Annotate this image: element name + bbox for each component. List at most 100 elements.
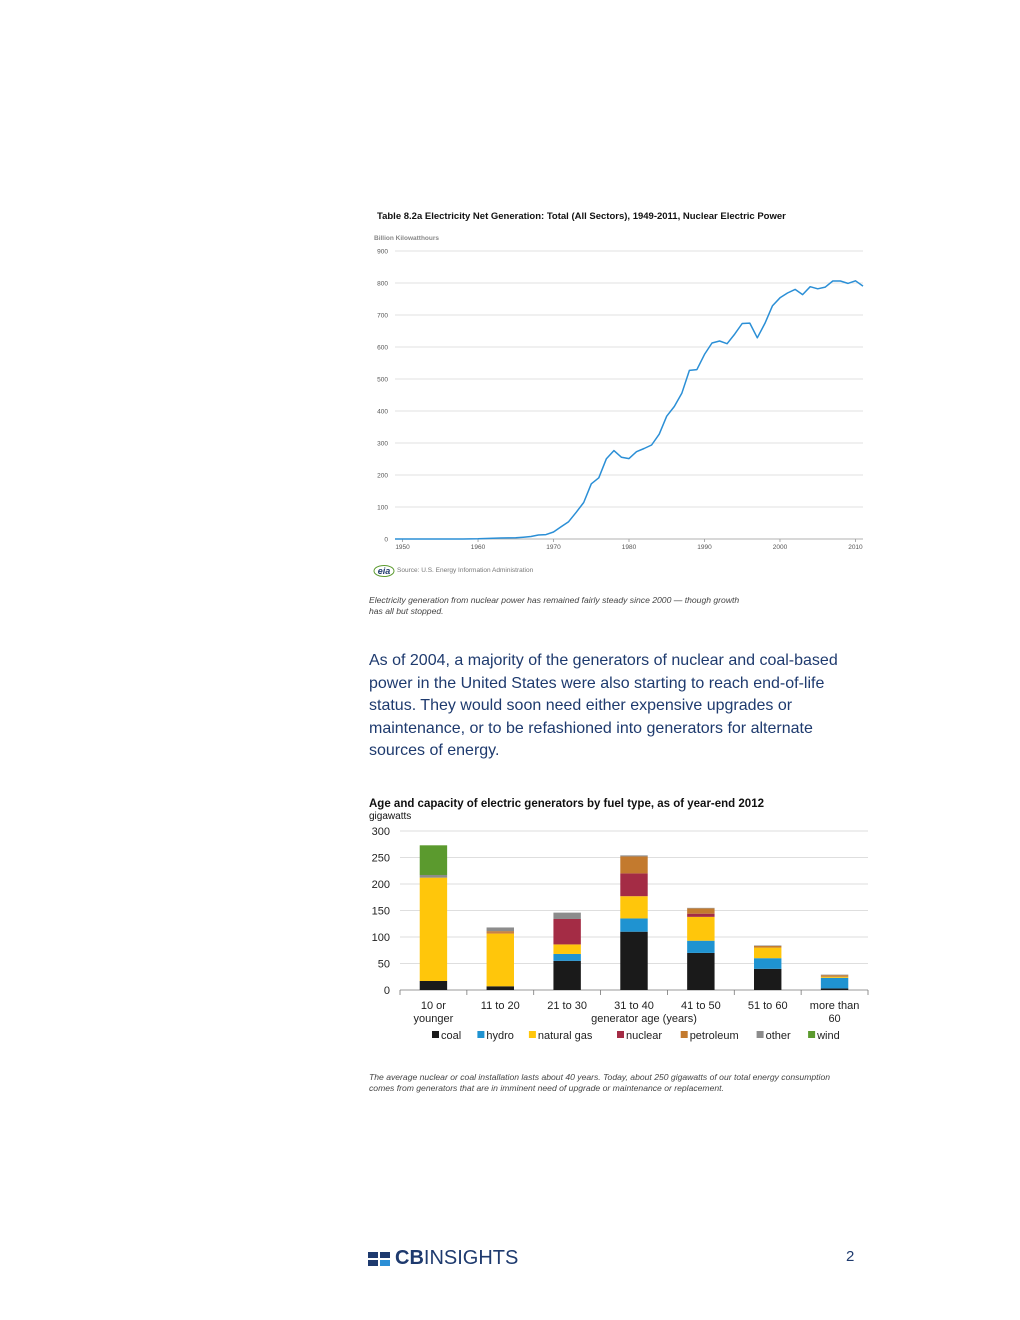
- chart2-caption: The average nuclear or coal installation…: [369, 1072, 831, 1093]
- bar-segment-nuclear: [687, 913, 715, 917]
- chart2-x-tick-label: 10 or: [421, 1000, 446, 1012]
- bar-segment-petroleum: [687, 908, 715, 914]
- nuclear-generation-line-chart: 0 100 200 300 400 500 600 700 800 900 1950 1960 1970…: [377, 249, 864, 551]
- chart1-y-tick-label: 100: [377, 505, 388, 512]
- chart2-x-tick-label: 21 to 30: [547, 1000, 587, 1012]
- legend-label-petroleum: petroleum: [690, 1030, 739, 1042]
- chart1-y-axis-label: Billion Kilowatthours: [374, 235, 439, 242]
- chart2-y-axis-label: gigawatts: [369, 811, 412, 822]
- legend-swatch-nuclear: [617, 1031, 624, 1038]
- chart2-y-tick-label: 0: [384, 985, 390, 997]
- chart2-y-tick-label: 250: [372, 853, 390, 865]
- bar-segment-natural-gas: [754, 947, 782, 959]
- bar-segment-hydro: [687, 940, 715, 953]
- bar-segment-coal: [419, 980, 448, 990]
- legend-label-nuclear: nuclear: [626, 1030, 662, 1042]
- chart1-x-tick-label: 2010: [848, 544, 863, 551]
- chart2-x-tick-label: younger: [414, 1013, 454, 1025]
- bar-segment-hydro: [553, 953, 581, 961]
- chart2-y-tick-label: 150: [372, 906, 390, 918]
- chart1-x-tick-label: 1990: [697, 544, 712, 551]
- legend-label-coal: coal: [441, 1030, 461, 1042]
- chart2-y-tick-label: 50: [378, 959, 390, 971]
- bar-segment-hydro: [820, 977, 849, 989]
- chart1-x-tick-label: 1970: [546, 544, 561, 551]
- chart2-x-tick-label: 31 to 40: [614, 1000, 654, 1012]
- bar-segment-natural-gas: [620, 896, 648, 919]
- bar-segment-other: [553, 912, 581, 919]
- bar-segment-coal: [687, 952, 715, 990]
- chart1-y-tick-label: 900: [377, 249, 388, 256]
- chart1-title: Table 8.2a Electricity Net Generation: T…: [377, 211, 786, 222]
- bar-segment-hydro: [754, 958, 782, 969]
- logo-cb-text: CB: [395, 1247, 424, 1269]
- bar-segment-petroleum: [754, 946, 782, 948]
- logo-insights-text: INSIGHTS: [423, 1247, 519, 1269]
- bar-segment-coal: [486, 986, 514, 990]
- bar-segment-other: [486, 927, 514, 932]
- chart1-caption: Electricity generation from nuclear powe…: [369, 595, 740, 616]
- bar-segment-other: [754, 945, 782, 947]
- chart1-x-tick-label: 1960: [471, 544, 486, 551]
- chart1-x-tick-label: 2000: [773, 544, 788, 551]
- bar-segment-other: [820, 974, 849, 976]
- chart2-x-tick-label: more than: [810, 1000, 860, 1012]
- chart2-y-tick-label: 200: [372, 879, 390, 891]
- bar-segment-coal: [553, 960, 581, 990]
- bar-segment-other: [419, 874, 448, 878]
- chart2-x-tick-label: 60: [828, 1013, 840, 1025]
- bar-segment-petroleum: [486, 931, 514, 933]
- chart2-x-tick-label: 41 to 50: [681, 1000, 721, 1012]
- bar-segment-other: [687, 907, 715, 909]
- page-number: 2: [846, 1248, 855, 1265]
- chart1-y-tick-label: 500: [377, 377, 388, 384]
- legend-label-wind: wind: [816, 1030, 840, 1042]
- chart1-y-tick-label: 400: [377, 409, 388, 416]
- bar-segment-petroleum: [820, 975, 849, 977]
- chart1-x-tick-label: 1980: [622, 544, 637, 551]
- chart1-y-tick-label: 800: [377, 281, 388, 288]
- eia-logo-icon: eia: [373, 565, 395, 577]
- legend-label-other: other: [766, 1030, 791, 1042]
- nuclear-generation-series-line: [395, 280, 864, 540]
- bar-segment-petroleum: [620, 856, 648, 874]
- bar-segment-coal: [754, 968, 782, 990]
- chart2-y-tick-label: 100: [372, 932, 390, 944]
- chart1-y-tick-label: 600: [377, 345, 388, 352]
- bar-segment-coal: [820, 988, 849, 990]
- chart2-x-axis-label: generator age (years): [591, 1013, 697, 1025]
- legend-swatch-other: [756, 1031, 764, 1038]
- bar-segment-natural-gas: [687, 916, 715, 941]
- bar-segment-wind: [419, 845, 448, 875]
- bar-segment-nuclear: [486, 932, 514, 934]
- svg-text:eia: eia: [378, 566, 391, 576]
- legend-label-natural-gas: natural gas: [538, 1030, 593, 1042]
- bar-segment-coal: [620, 931, 648, 990]
- chart2-x-tick-label: 51 to 60: [748, 1000, 788, 1012]
- chart2-x-tick-label: 11 to 20: [481, 1000, 520, 1012]
- bar-segment-natural-gas: [486, 933, 514, 987]
- body-paragraph: As of 2004, a majority of the generators…: [369, 652, 838, 759]
- bar-segment-natural-gas: [820, 976, 849, 978]
- bar-segment-natural-gas: [553, 944, 581, 954]
- bar-segment-nuclear: [553, 918, 581, 945]
- bar-segment-natural-gas: [419, 877, 448, 981]
- chart1-y-tick-label: 0: [384, 537, 388, 544]
- chart1-y-tick-label: 200: [377, 473, 388, 480]
- legend-swatch-wind: [808, 1031, 816, 1038]
- chart2-title: Age and capacity of electric generators …: [369, 798, 764, 810]
- cb-insights-mark-icon: [368, 1251, 390, 1266]
- legend-swatch-petroleum: [680, 1031, 688, 1038]
- legend-label-hydro: hydro: [486, 1030, 514, 1042]
- legend-swatch-coal: [432, 1031, 439, 1038]
- bar-segment-other: [620, 855, 648, 857]
- legend-swatch-hydro: [477, 1031, 485, 1038]
- bar-segment-hydro: [620, 918, 648, 932]
- chart1-source: Source: U.S. Energy Information Administ…: [397, 567, 534, 574]
- chart1-y-tick-label: 700: [377, 313, 388, 320]
- chart2-y-tick-label: 300: [372, 826, 390, 838]
- legend-swatch-natural-gas: [528, 1031, 536, 1038]
- chart1-y-tick-label: 300: [377, 441, 388, 448]
- cb-insights-logo: CB INSIGHTS: [368, 1247, 518, 1270]
